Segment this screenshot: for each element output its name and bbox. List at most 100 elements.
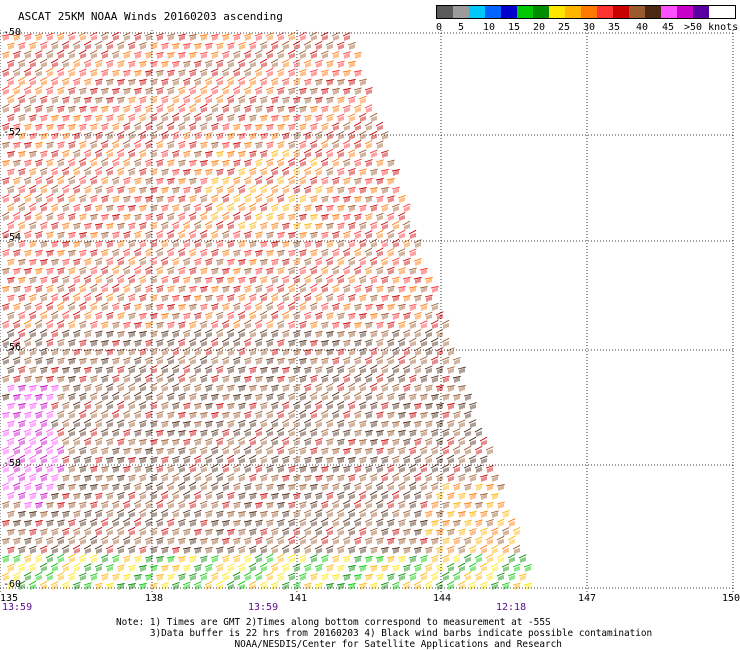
wind-barb — [259, 310, 268, 320]
wind-barb — [358, 330, 367, 338]
wind-barb — [210, 411, 219, 419]
wind-barb — [199, 211, 208, 221]
wind-barb — [116, 96, 125, 104]
wind-barb — [83, 492, 92, 500]
wind-barb — [39, 310, 48, 320]
wind-barb — [375, 321, 384, 329]
wind-barb — [100, 248, 109, 257]
wind-barb — [243, 483, 252, 491]
wind-barb — [457, 473, 466, 482]
wind-barb — [479, 436, 488, 446]
wind-barb — [39, 221, 48, 230]
wind-barb — [430, 463, 439, 473]
wind-barb — [199, 320, 208, 329]
wind-barb — [61, 203, 70, 212]
wind-barb — [435, 454, 444, 464]
wind-barb — [23, 411, 32, 419]
wind-barb — [364, 87, 373, 95]
wind-barb — [446, 562, 455, 572]
wind-barb — [413, 546, 422, 554]
wind-barb — [1, 230, 10, 239]
wind-barb — [12, 267, 21, 275]
wind-barb — [331, 50, 340, 59]
wind-barb — [309, 357, 318, 365]
wind-barb — [435, 491, 444, 500]
wind-barb — [127, 312, 136, 320]
wind-barb — [408, 229, 417, 239]
wind-barb — [105, 293, 114, 302]
wind-barb — [116, 239, 125, 248]
wind-barb — [122, 517, 131, 527]
wind-barb — [89, 175, 98, 185]
wind-barb — [149, 490, 158, 500]
wind-barb — [232, 445, 241, 455]
wind-barb — [457, 402, 466, 410]
wind-barb — [358, 564, 367, 572]
wind-barb — [490, 492, 499, 500]
wind-barb — [292, 456, 301, 464]
wind-barb — [94, 456, 103, 464]
wind-barb — [342, 573, 351, 581]
wind-barb — [166, 573, 175, 581]
wind-barb — [177, 447, 186, 455]
wind-barb — [397, 303, 406, 311]
wind-barb — [232, 267, 241, 275]
wind-barb — [243, 319, 252, 329]
wind-barb — [100, 374, 109, 383]
wind-barb — [413, 258, 422, 266]
wind-barb — [12, 159, 21, 167]
wind-barb — [353, 158, 362, 167]
wind-barb — [380, 490, 389, 500]
wind-barb — [424, 311, 433, 320]
wind-barb — [336, 186, 345, 194]
wind-barb — [314, 366, 323, 374]
wind-barb — [215, 59, 224, 68]
wind-barb — [353, 447, 362, 455]
wind-barb — [441, 463, 450, 473]
wind-barb — [248, 492, 257, 500]
wind-barb — [364, 499, 373, 509]
wind-barb — [391, 383, 400, 392]
wind-barb — [210, 482, 219, 491]
wind-barb — [496, 553, 505, 563]
wind-barb — [78, 392, 87, 401]
wind-barb — [353, 573, 362, 581]
wind-barb — [265, 375, 274, 383]
wind-barb — [215, 365, 224, 374]
wind-barb — [39, 384, 48, 392]
wind-barb — [254, 212, 263, 221]
wind-barb — [17, 347, 26, 356]
wind-barb — [331, 500, 340, 509]
wind-barb — [127, 113, 136, 122]
wind-barb — [232, 393, 241, 401]
wind-barb — [419, 446, 428, 455]
wind-barb — [320, 31, 329, 41]
wind-barb — [23, 267, 32, 275]
wind-barb — [468, 562, 477, 572]
wind-barb — [292, 474, 301, 482]
wind-barb — [17, 239, 26, 248]
wind-barb — [270, 348, 279, 356]
wind-barb — [375, 373, 384, 383]
wind-barb — [45, 483, 54, 491]
wind-barb — [490, 527, 499, 536]
wind-barb — [342, 69, 351, 77]
wind-barb — [61, 581, 70, 590]
wind-barb — [375, 392, 384, 401]
wind-barb — [210, 537, 219, 545]
wind-barb — [111, 176, 120, 185]
wind-barb — [72, 292, 81, 302]
wind-barb — [237, 310, 246, 320]
wind-barb — [226, 113, 235, 122]
wind-barb — [298, 283, 307, 293]
wind-barb — [221, 176, 230, 185]
wind-barb — [386, 177, 395, 185]
wind-barb — [215, 168, 224, 176]
wind-barb — [402, 438, 411, 446]
wind-barb — [28, 310, 37, 320]
wind-barb — [441, 571, 450, 581]
wind-barb — [1, 141, 10, 149]
wind-barb — [199, 248, 208, 257]
wind-barb — [89, 446, 98, 455]
wind-barb — [331, 554, 340, 563]
